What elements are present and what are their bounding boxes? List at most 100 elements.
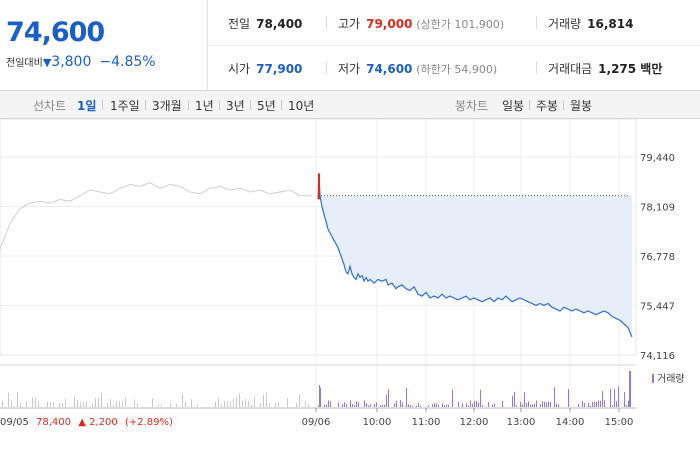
volume-bar (239, 393, 240, 407)
chart-tabs: 선차트 1일 1주일 3개월 1년 3년 5년 10년 봉차트 일봉 주봉 월봉 (0, 91, 700, 119)
volume-bar (530, 404, 531, 407)
volume-bar (287, 397, 288, 407)
volume-bar (185, 401, 186, 407)
high-cell: 고가 79,000 (상한가 101,900) (338, 15, 504, 32)
tab-weekly-candle[interactable]: 주봉 (536, 99, 559, 113)
volume-bar (522, 404, 523, 407)
volume-bar (59, 403, 60, 407)
volume-bar (50, 402, 51, 407)
price-change: 전일대비▼3,800 −4.85% (6, 54, 156, 70)
info-row-1: 전일 78,400 고가 79,000 (상한가 101,900) 거래량 16,81… (208, 0, 700, 46)
tab-1week[interactable]: 1주일 (110, 99, 140, 113)
candle-chart-label: 봉차트 (455, 99, 489, 113)
up-arrow-icon: ▲ (78, 417, 86, 428)
x-tick-label: 11:00 (412, 417, 441, 428)
tab-1day[interactable]: 1일 (77, 99, 97, 113)
line-chart-label: 선차트 (33, 99, 67, 113)
volume-bar (482, 405, 483, 407)
volume-bar (182, 393, 183, 407)
decline-fill-area (318, 195, 632, 337)
volume-bar (610, 389, 611, 407)
volume-bar (618, 386, 619, 407)
change-label: 전일대비 (6, 58, 43, 69)
volume-bar (476, 401, 477, 407)
prev-close-label: 전일 (228, 17, 251, 31)
volume-bar (80, 402, 81, 407)
volume-bar (221, 404, 222, 407)
volume-bar (374, 403, 375, 407)
x-tick-label: 12:00 (460, 417, 489, 428)
tab-divider (145, 100, 146, 110)
volume-bar (113, 404, 114, 407)
trade-value-value: 1,275 백만 (598, 62, 663, 76)
volume-bar (558, 404, 559, 407)
volume-bar (554, 387, 555, 407)
change-value: 3,800 (51, 54, 92, 70)
volume-bar (434, 402, 435, 407)
volume-bar (92, 403, 93, 407)
volume-bar (26, 401, 27, 407)
tab-3month[interactable]: 3개월 (152, 99, 182, 113)
volume-bar (122, 401, 123, 407)
volume-bar (480, 389, 481, 407)
volume-bar (242, 400, 243, 407)
volume-bar (406, 388, 407, 407)
volume-bar (74, 396, 75, 407)
volume-bar (170, 403, 171, 407)
volume-bar (544, 401, 545, 407)
tab-divider (281, 100, 282, 110)
volume-bar (452, 389, 453, 407)
volume-bar (396, 400, 397, 407)
x-tick-label: 09/06 (302, 417, 331, 428)
volume-bar (107, 403, 108, 407)
volume-bar (358, 402, 359, 407)
tab-monthly-candle[interactable]: 월봉 (570, 99, 593, 113)
volume-bar (380, 405, 381, 407)
change-percent: −4.85% (99, 54, 156, 70)
tab-1year[interactable]: 1년 (195, 99, 214, 113)
volume-bar (528, 401, 529, 407)
volume-bar (158, 404, 159, 407)
volume-label: 거래량 (548, 17, 582, 31)
volume-bar (215, 401, 216, 407)
volume-bar (590, 405, 591, 407)
volume-bar (602, 391, 603, 407)
volume-bar (299, 394, 300, 407)
x-tick-label: 14:00 (556, 417, 585, 428)
volume-bar (534, 403, 535, 407)
volume-bar (320, 387, 321, 407)
volume-bar (382, 404, 383, 407)
tab-3year[interactable]: 3년 (226, 99, 245, 113)
low-cell: 저가 74,600 (하한가 54,900) (338, 60, 497, 77)
tab-daily-candle[interactable]: 일봉 (502, 99, 525, 113)
volume-bar (125, 397, 126, 407)
volume-bar (62, 403, 63, 407)
volume-bar (137, 403, 138, 407)
volume-bars (2, 371, 631, 407)
tab-5year[interactable]: 5년 (257, 99, 276, 113)
volume-bar (614, 388, 615, 407)
volume-bar (236, 397, 237, 407)
volume-bar (492, 404, 493, 407)
volume-bar (119, 401, 120, 407)
volume-bar (462, 403, 463, 407)
x-axis: 09/06 10:00 11:00 12:00 13:00 14:00 15:00 (302, 408, 633, 428)
volume-bar (516, 405, 517, 407)
tab-divider (250, 100, 251, 110)
trade-value-label: 거래대금 (548, 62, 593, 76)
volume-bar (468, 405, 469, 407)
info-row-2: 시가 77,900 저가 74,600 (하한가 54,900) 거래대금 1,275… (208, 45, 700, 90)
volume-legend-marker (652, 374, 654, 383)
volume-bar (448, 404, 449, 407)
volume-bar (578, 404, 579, 407)
quote-header: 74,600 전일대비▼3,800 −4.85% 전일 78,400 고가 79,00… (0, 0, 700, 91)
volume-bar (176, 404, 177, 407)
volume-bar (470, 400, 471, 407)
volume-bar (408, 404, 409, 407)
plot-frame (0, 119, 637, 356)
tab-10year[interactable]: 10년 (288, 99, 315, 113)
volume-bar (319, 385, 320, 407)
volume-bar (598, 400, 599, 407)
volume-bar (624, 391, 625, 407)
volume-bar (366, 403, 367, 407)
